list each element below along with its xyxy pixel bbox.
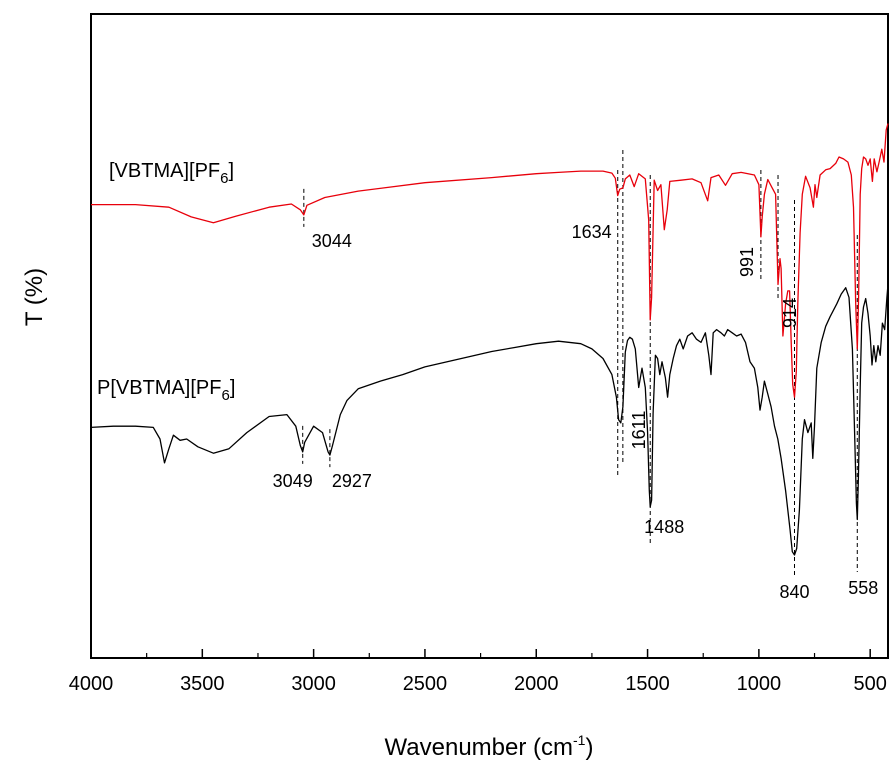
- peak-label-3049: 3049: [273, 471, 313, 491]
- series-label-polymer-end: ]: [230, 377, 236, 399]
- peak-label-1634: 1634: [572, 222, 612, 242]
- x-tick-label: 3500: [180, 673, 225, 695]
- x-axis-title-sup: -1: [573, 732, 586, 748]
- peak-labels: 3044 1634 991 914 3049 2927 1611 1488 840 558: [273, 222, 879, 602]
- peak-label-3044: 3044: [312, 231, 352, 251]
- peak-guide-lines: [302, 150, 858, 575]
- peak-label-1488: 1488: [644, 517, 684, 537]
- peak-label-2927: 2927: [332, 471, 372, 491]
- series-label-polymer-main: P[VBTMA][PF: [97, 377, 221, 399]
- plot-frame: [90, 13, 889, 659]
- peak-label-1611: 1611: [629, 411, 649, 450]
- x-tick-label: 1000: [737, 673, 782, 695]
- x-tick-label: 3000: [291, 673, 336, 695]
- series-line-monomer: [91, 123, 889, 398]
- x-axis-title-main: Wavenumber (cm: [385, 734, 573, 761]
- series-line-polymer: [90, 284, 889, 556]
- x-tick-label: 2500: [403, 673, 448, 695]
- y-axis-title: T (%): [21, 268, 48, 326]
- x-axis: 4000 3500 3000 2500 2000 1500 1000 500: [69, 649, 887, 695]
- series-label-monomer: [VBTMA][PF6]: [109, 160, 234, 187]
- peak-label-991: 991: [737, 247, 757, 277]
- series-label-monomer-main: [VBTMA][PF: [109, 160, 220, 182]
- x-tick-label: 500: [854, 673, 887, 695]
- x-axis-title-end: ): [585, 734, 593, 761]
- series-label-polymer: P[VBTMA][PF6]: [97, 377, 235, 404]
- x-axis-title: Wavenumber (cm-1): [385, 732, 594, 761]
- x-tick-label: 4000: [69, 673, 114, 695]
- spectrum-series: [90, 123, 889, 556]
- series-label-monomer-sub: 6: [220, 170, 228, 187]
- series-label-monomer-end: ]: [228, 160, 234, 182]
- series-label-polymer-sub: 6: [221, 387, 229, 404]
- x-tick-label: 2000: [514, 673, 559, 695]
- peak-label-840: 840: [779, 582, 809, 602]
- peak-label-558: 558: [848, 578, 878, 598]
- x-tick-label: 1500: [625, 673, 670, 695]
- peak-label-914: 914: [780, 298, 800, 328]
